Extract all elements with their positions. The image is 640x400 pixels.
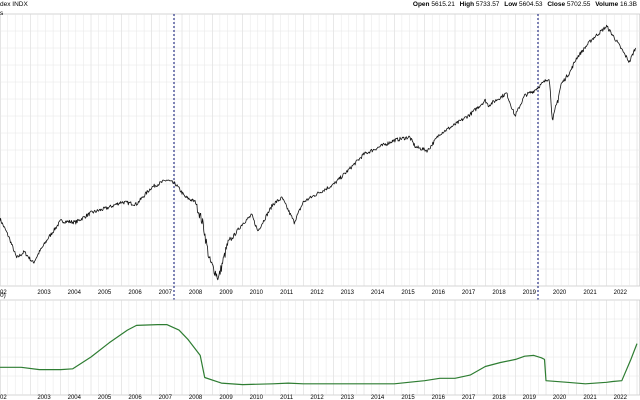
price-x-tick-label: 2019 — [523, 290, 537, 296]
indicator-panel: 02 2003 2004 2005 2006 2007 2008 2009 2010 2011 20… — [0, 299, 640, 400]
indicator-x-tick-label: 2012 — [310, 395, 324, 400]
indicator-x-tick-label: 2013 — [341, 395, 355, 400]
price-x-tick-label: 2018 — [492, 290, 506, 296]
low-value: 5604.53 — [519, 1, 543, 8]
price-x-tick-label: 2020 — [553, 290, 567, 296]
indicator-x-tick-label: 2007 — [159, 395, 173, 400]
price-x-tick-label: 2011 — [280, 290, 294, 296]
price-x-tick-label: 2016 — [432, 290, 446, 296]
indicator-x-tick-label: 2018 — [492, 395, 506, 400]
high-value: 5733.57 — [475, 1, 500, 8]
volume-value: 16.3B — [620, 1, 637, 8]
indicator-x-tick-label: 2017 — [462, 395, 476, 400]
price-x-tick-label: 2013 — [341, 290, 355, 296]
indicator-x-tick-label: 2005 — [98, 395, 112, 400]
indicator-x-tick-label: 2008 — [189, 395, 203, 400]
close-value: 5702.55 — [566, 1, 591, 8]
price-x-tick-label: 02 — [0, 290, 7, 296]
indicator-x-tick-label: 2003 — [37, 395, 51, 400]
indicator-line — [0, 324, 638, 386]
price-line — [0, 24, 636, 281]
close-label: Close — [547, 1, 566, 8]
open-value: 5615.21 — [431, 1, 455, 8]
price-x-tick-label: 2017 — [462, 290, 476, 296]
symbol-label: dex INDX — [0, 0, 28, 9]
indicator-x-tick-label: 2010 — [250, 395, 264, 400]
indicator-x-tick-label: 02 — [0, 395, 7, 400]
indicator-panel-frame — [0, 299, 640, 396]
price-x-tick-label: 2012 — [310, 290, 324, 296]
indicator-x-tick-label: 2016 — [432, 395, 446, 400]
high-label: High — [459, 1, 475, 8]
price-x-axis: 02 2003 2004 2005 2006 2007 2008 2009 2010 2011 20… — [0, 290, 628, 296]
price-x-tick-label: 2015 — [401, 290, 415, 296]
indicator-grid — [0, 299, 640, 396]
indicator-x-axis: 02 2003 2004 2005 2006 2007 2008 2009 2010 2011 20… — [0, 395, 628, 400]
indicator-x-tick-label: 2006 — [128, 395, 142, 400]
price-panel-label: s — [0, 10, 4, 17]
ohlcv-readout: Open 5615.21 High 5733.57 Low 5604.53 Cl… — [413, 0, 640, 9]
indicator-x-tick-label: 2020 — [553, 395, 567, 400]
price-x-tick-label: 2022 — [614, 290, 628, 296]
price-panel: 02 2003 2004 2005 2006 2007 2008 2009 2010 2011 20… — [0, 13, 640, 395]
price-x-tick-label: 2021 — [583, 290, 597, 296]
open-label: Open — [412, 1, 430, 8]
indicator-x-tick-label: 2011 — [280, 395, 294, 400]
indicator-x-tick-label: 2022 — [614, 395, 628, 400]
price-grid — [0, 13, 640, 287]
price-x-tick-label: 2014 — [371, 290, 385, 296]
indicator-x-tick-label: 2021 — [583, 395, 597, 400]
indicator-x-tick-label: 2014 — [371, 395, 385, 400]
price-x-tick-label: 2005 — [98, 290, 112, 296]
symbol-name: dex INDX — [0, 1, 28, 8]
price-x-tick-label: 2008 — [189, 290, 203, 296]
price-x-tick-label: 2010 — [250, 290, 264, 296]
price-x-tick-label: 2004 — [68, 290, 82, 296]
indicator-x-tick-label: 2015 — [401, 395, 415, 400]
volume-label: Volume — [595, 1, 619, 8]
price-x-tick-label: 2007 — [159, 290, 173, 296]
indicator-x-tick-label: 2009 — [219, 395, 233, 400]
price-x-tick-label: 2003 — [37, 290, 51, 296]
low-label: Low — [504, 1, 518, 8]
indicator-x-tick-label: 2019 — [523, 395, 537, 400]
indicator-x-tick-label: 2004 — [68, 395, 82, 400]
price-x-tick-label: 2006 — [128, 290, 142, 296]
price-x-tick-label: 2009 — [219, 290, 233, 296]
indicator-panel-label: 0) — [0, 292, 6, 299]
